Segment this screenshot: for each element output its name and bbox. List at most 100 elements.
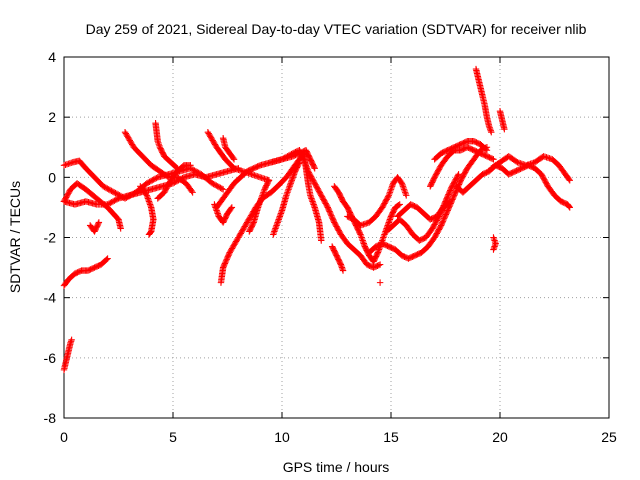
data-point bbox=[437, 223, 444, 231]
data-point bbox=[375, 261, 382, 269]
data-point bbox=[439, 203, 447, 211]
data-point bbox=[450, 193, 457, 200]
data-point bbox=[188, 165, 196, 173]
data-point bbox=[455, 171, 462, 178]
data-point bbox=[456, 179, 463, 187]
series-arc-h bbox=[152, 119, 181, 172]
series-arc-b bbox=[60, 336, 75, 374]
y-tick-labels: -8 -6 -4 -2 0 2 4 bbox=[44, 49, 57, 426]
data-point bbox=[454, 172, 462, 179]
data-point bbox=[456, 178, 464, 185]
data-point bbox=[310, 163, 318, 171]
data-point bbox=[109, 198, 117, 205]
data-point bbox=[442, 196, 450, 204]
data-point bbox=[396, 201, 403, 208]
data-point bbox=[436, 211, 443, 219]
data-point bbox=[441, 199, 449, 206]
data-point bbox=[443, 195, 450, 202]
data-point bbox=[438, 206, 446, 213]
data-point bbox=[330, 217, 337, 225]
series-arc-ab bbox=[431, 138, 491, 163]
data-point bbox=[311, 165, 318, 172]
data-point bbox=[566, 204, 573, 211]
data-point bbox=[447, 185, 455, 193]
data-point bbox=[147, 177, 155, 185]
data-point bbox=[215, 183, 223, 191]
series-arc-i bbox=[137, 183, 157, 238]
data-point bbox=[223, 256, 230, 263]
data-point bbox=[105, 200, 113, 207]
data-point bbox=[143, 180, 151, 187]
data-point bbox=[452, 189, 459, 196]
data-point bbox=[221, 260, 229, 267]
data-point bbox=[95, 219, 103, 226]
data-point bbox=[440, 216, 447, 224]
data-point bbox=[282, 153, 290, 161]
data-point bbox=[442, 211, 450, 218]
data-point bbox=[323, 202, 331, 210]
data-point bbox=[376, 261, 384, 268]
data-point bbox=[95, 220, 102, 227]
data-point bbox=[145, 231, 153, 238]
x-tick-label: 0 bbox=[60, 429, 68, 445]
data-point bbox=[219, 186, 227, 193]
data-point bbox=[439, 219, 446, 226]
series-arc-o bbox=[211, 201, 236, 226]
data-point bbox=[265, 177, 273, 184]
series-arc-aa bbox=[427, 144, 497, 190]
data-point bbox=[286, 151, 294, 158]
data-point bbox=[488, 155, 496, 162]
data-point bbox=[403, 192, 410, 199]
data-point bbox=[356, 230, 364, 237]
data-point bbox=[111, 197, 118, 204]
data-point bbox=[220, 263, 227, 270]
data-point bbox=[482, 146, 490, 153]
data-point bbox=[436, 210, 444, 217]
data-point bbox=[221, 261, 228, 269]
series-arc-q bbox=[267, 147, 384, 271]
series-arc-e bbox=[60, 165, 242, 208]
data-point bbox=[397, 178, 405, 186]
data-point bbox=[280, 155, 287, 162]
x-tick-label: 15 bbox=[383, 429, 399, 445]
data-point bbox=[566, 177, 573, 184]
series-arc-a bbox=[60, 255, 111, 289]
y-tick-label: -4 bbox=[44, 290, 57, 306]
data-point bbox=[103, 256, 110, 263]
data-point bbox=[227, 205, 235, 212]
data-point bbox=[326, 209, 334, 217]
data-point bbox=[219, 264, 227, 271]
axis-ticks bbox=[63, 56, 610, 419]
series-arc-w bbox=[366, 144, 491, 262]
data-point bbox=[110, 189, 118, 196]
data-point bbox=[325, 205, 332, 212]
series-arc-c bbox=[60, 157, 227, 202]
data-point bbox=[445, 191, 452, 198]
data-point bbox=[326, 208, 333, 215]
series-arc-y bbox=[383, 171, 462, 244]
y-tick-label: -2 bbox=[44, 230, 57, 246]
data-point bbox=[565, 203, 573, 210]
x-tick-label: 5 bbox=[169, 429, 177, 445]
y-tick-label: 2 bbox=[48, 109, 56, 125]
data-point bbox=[145, 179, 152, 186]
data-point bbox=[149, 177, 156, 184]
data-point bbox=[437, 222, 445, 229]
data-point bbox=[328, 212, 335, 219]
data-point bbox=[68, 336, 75, 343]
chart-title: Day 259 of 2021, Sidereal Day-to-day VTE… bbox=[86, 21, 587, 37]
series-arc-u bbox=[328, 243, 347, 274]
data-point bbox=[501, 126, 508, 133]
data-point bbox=[483, 147, 491, 154]
data-point bbox=[142, 190, 150, 198]
series-arc-s bbox=[300, 150, 325, 244]
series-arc-f bbox=[86, 219, 103, 235]
data-point bbox=[374, 250, 381, 258]
data-point bbox=[324, 204, 331, 211]
series-arc-ae bbox=[490, 234, 499, 253]
x-tick-label: 25 bbox=[601, 429, 617, 445]
data-point bbox=[328, 213, 336, 221]
series-arc-j bbox=[154, 162, 194, 202]
data-point bbox=[451, 190, 459, 198]
data-point bbox=[102, 184, 110, 192]
